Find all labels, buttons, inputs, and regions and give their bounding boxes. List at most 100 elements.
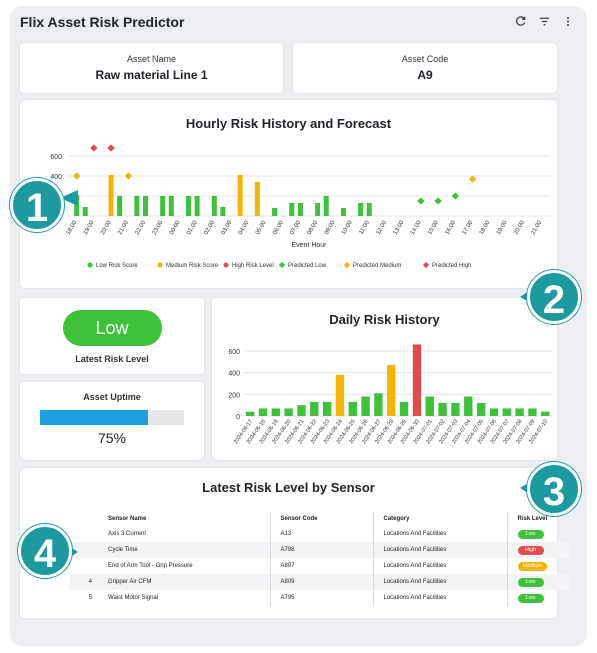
hourly-x-tick-label: 11:00: [358, 219, 371, 235]
legend-label: Predicted Low: [288, 263, 327, 269]
hourly-history-bar: [340, 208, 346, 216]
hourly-x-tick-label: 05:00: [255, 219, 268, 236]
hourly-x-tick-label: 07:00: [289, 219, 302, 236]
latest-risk-label: Latest Risk Level: [75, 354, 149, 364]
hourly-history-bar: [134, 196, 140, 216]
hourly-forecast-point: [90, 144, 98, 152]
hourly-x-tick-label: 03:00: [221, 219, 234, 236]
hourly-history-bar: [168, 196, 174, 216]
risk-level-badge: Low: [517, 593, 544, 603]
row-index: 5: [88, 595, 92, 601]
hourly-forecast-point: [417, 197, 425, 205]
refresh-icon[interactable]: [513, 14, 527, 28]
daily-bar: [464, 396, 473, 416]
daily-bar: [310, 401, 319, 416]
hourly-history-bar: [186, 196, 191, 216]
table-row[interactable]: Cycle Time A798 Locations And Facilities Hi…: [70, 542, 570, 558]
hourly-forecast-point: [107, 144, 115, 152]
legend-marker: [278, 261, 286, 269]
column-header-sensor-name[interactable]: Sensor Name: [98, 512, 271, 526]
risk-level-cell: Low: [507, 574, 570, 590]
hourly-x-tick-label: 06:00: [272, 219, 285, 236]
hourly-x-tick-label: 09:00: [324, 219, 337, 236]
hourly-x-tick-label: 00:00: [169, 219, 182, 236]
daily-bar: [451, 403, 460, 416]
table-header-row: Sensor Name Sensor Code Category Risk Le…: [70, 512, 570, 526]
hourly-history-bar: [194, 196, 200, 216]
sensor-code-cell: A798: [270, 542, 374, 558]
hourly-legend-item[interactable]: Low Risk Score: [87, 262, 139, 270]
sensor-code-cell: A13: [270, 526, 374, 542]
callout-marker-4: 4: [18, 524, 72, 578]
daily-bar: [489, 408, 499, 416]
hourly-history-bar: [74, 195, 80, 216]
daily-bar: [425, 396, 434, 416]
daily-bar: [528, 408, 537, 416]
hourly-history-bar: [272, 208, 278, 216]
index-column-header: [70, 512, 98, 526]
daily-bar: [541, 411, 550, 416]
hourly-risk-chart: 20040060018:0019:0020:0021:0022:0023:000…: [50, 144, 550, 270]
column-header-risk-level[interactable]: Risk Level: [517, 516, 548, 522]
hourly-history-bar: [254, 182, 260, 216]
uptime-progress-fill: [40, 410, 148, 425]
legend-label: Medium Risk Score: [166, 263, 219, 269]
hourly-x-tick-label: 21:00: [117, 219, 130, 236]
asset-code-value: A9: [417, 68, 433, 82]
hourly-history-bar: [289, 203, 295, 216]
hourly-x-tick-label: 18:00: [479, 219, 492, 236]
row-index: [70, 542, 98, 558]
daily-y-tick-label: 200: [228, 392, 240, 399]
hourly-x-axis-label: Event Hour: [291, 242, 327, 249]
hourly-history-bar: [323, 196, 329, 216]
legend-marker: [223, 262, 229, 268]
hourly-legend-item[interactable]: Medium Risk Score: [157, 262, 219, 270]
category-cell: Locations And Facilities: [373, 574, 508, 590]
risk-level-cell: Low: [507, 590, 570, 606]
hourly-x-tick-label: 04:00: [238, 219, 251, 236]
hourly-legend-item[interactable]: High Risk Level: [223, 262, 274, 270]
table-row[interactable]: End of Arm Tool - Grip Pressure A807 Locat…: [70, 558, 570, 574]
table-row[interactable]: Axis 3 Current A13 Locations And Facilitie…: [70, 526, 570, 542]
daily-bar: [348, 401, 357, 416]
risk-level-cell: Low: [507, 526, 570, 542]
hourly-history-bar: [366, 203, 372, 216]
daily-bar: [515, 408, 524, 416]
hourly-risk-card: Hourly Risk History and Forecast 2004006…: [20, 100, 557, 288]
callout-marker-2: 2: [527, 270, 581, 324]
hourly-x-tick-label: 19:00: [83, 219, 96, 236]
column-header-category[interactable]: Category: [373, 512, 508, 526]
legend-marker: [422, 261, 430, 269]
sensor-table: Sensor Name Sensor Code Category Risk Le…: [70, 512, 570, 606]
column-header-sensor-code[interactable]: Sensor Code: [270, 512, 374, 526]
daily-bar: [374, 393, 383, 416]
hourly-history-bar: [108, 175, 114, 216]
hourly-legend-item[interactable]: Predicted High: [422, 261, 471, 269]
sensor-name-cell: Waist Motor Signal: [98, 590, 271, 606]
hourly-x-tick-label: 10:00: [341, 219, 354, 236]
hourly-x-tick-label: 15:00: [427, 219, 440, 236]
legend-marker: [343, 261, 351, 269]
hourly-x-tick-label: 16:00: [444, 219, 457, 236]
filter-icon[interactable]: [537, 14, 551, 28]
daily-chart-title: Daily Risk History: [329, 312, 440, 327]
sensor-code-cell: A807: [270, 558, 374, 574]
daily-risk-chart: 02004006002024-06-172024-06-182024-06-19…: [228, 344, 552, 445]
hourly-history-bar: [82, 207, 88, 216]
asset-code-label: Asset Code: [401, 54, 449, 64]
hourly-x-tick-label: 12:00: [375, 219, 388, 236]
hourly-legend-item[interactable]: Predicted Medium: [343, 261, 401, 269]
sensor-name-cell: Axis 3 Current: [98, 526, 271, 542]
daily-bar: [502, 408, 511, 416]
daily-y-tick-label: 0: [236, 414, 240, 421]
daily-bar: [387, 365, 396, 416]
hourly-forecast-point: [451, 192, 459, 200]
more-vertical-icon[interactable]: [561, 14, 575, 28]
table-row[interactable]: 5 Waist Motor Signal A795 Locations And Fac…: [70, 590, 570, 606]
table-row[interactable]: 4 Gripper Air CFM A809 Locations And Facili…: [70, 574, 570, 590]
hourly-x-tick-label: 19:00: [496, 219, 509, 236]
hourly-legend-item[interactable]: Predicted Low: [278, 261, 327, 269]
sensor-name-cell: Cycle Time: [98, 542, 271, 558]
daily-bar: [438, 403, 447, 416]
hourly-x-tick-label: 14:00: [410, 219, 423, 236]
